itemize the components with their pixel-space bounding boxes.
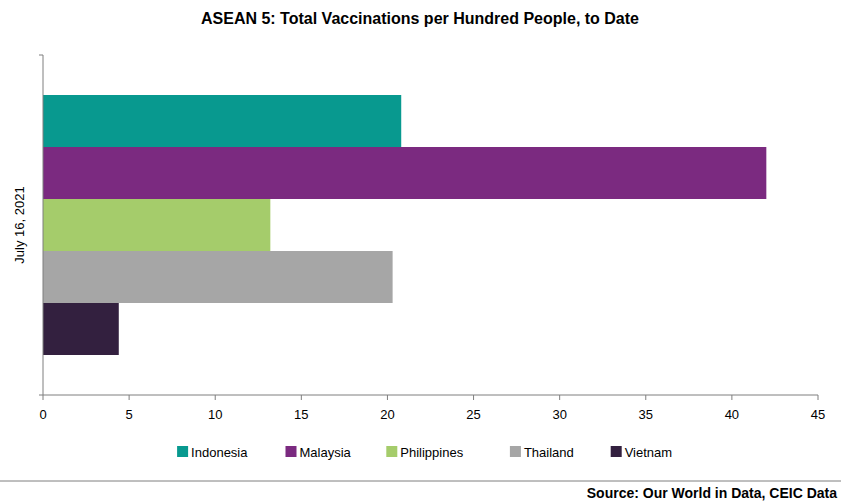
x-tick-label: 10 (208, 407, 222, 422)
x-tick (129, 395, 130, 400)
x-tick-label: 5 (125, 407, 132, 422)
legend-label: Malaysia (300, 445, 352, 460)
bar (43, 147, 766, 199)
x-tick (818, 395, 819, 400)
chart: ASEAN 5: Total Vaccinations per Hundred … (0, 0, 841, 503)
x-tick (301, 395, 302, 400)
x-tick-label: 40 (725, 407, 739, 422)
legend-swatch (510, 446, 521, 457)
category-tick (39, 55, 43, 56)
x-tick-label: 0 (39, 407, 46, 422)
bar (43, 303, 119, 355)
bar (43, 199, 270, 251)
legend-label: Vietnam (625, 445, 672, 460)
legend-swatch (386, 446, 397, 457)
x-tick (43, 395, 44, 400)
x-tick (215, 395, 216, 400)
bars (43, 95, 766, 355)
bar (43, 95, 401, 147)
legend-label: Philippines (400, 445, 463, 460)
legend-swatch (611, 446, 622, 457)
x-axis (43, 395, 818, 396)
legend-swatch (177, 446, 188, 457)
legend-swatch (286, 446, 297, 457)
x-tick (645, 395, 646, 400)
legend-label: Thailand (524, 445, 574, 460)
legend-label: Indonesia (191, 445, 248, 460)
title: ASEAN 5: Total Vaccinations per Hundred … (201, 10, 639, 27)
bar (43, 251, 393, 303)
legend: Indonesia Malaysia Philippines Thailand Viet… (177, 445, 672, 460)
x-tick (387, 395, 388, 400)
source: Source: Our World in Data, CEIC Data (587, 485, 837, 501)
x-tick (731, 395, 732, 400)
x-tick-label: 25 (466, 407, 480, 422)
x-tick (559, 395, 560, 400)
x-tick-label: 35 (639, 407, 653, 422)
x-tick-label: 30 (552, 407, 566, 422)
y-axis (43, 55, 44, 395)
x-tick-label: 20 (380, 407, 394, 422)
category-tick (39, 395, 43, 396)
x-tick-label: 45 (811, 407, 825, 422)
x-tick (473, 395, 474, 400)
source-rule (0, 481, 841, 482)
x-tick-label: 15 (294, 407, 308, 422)
category-label: July 16, 2021 (12, 186, 27, 263)
